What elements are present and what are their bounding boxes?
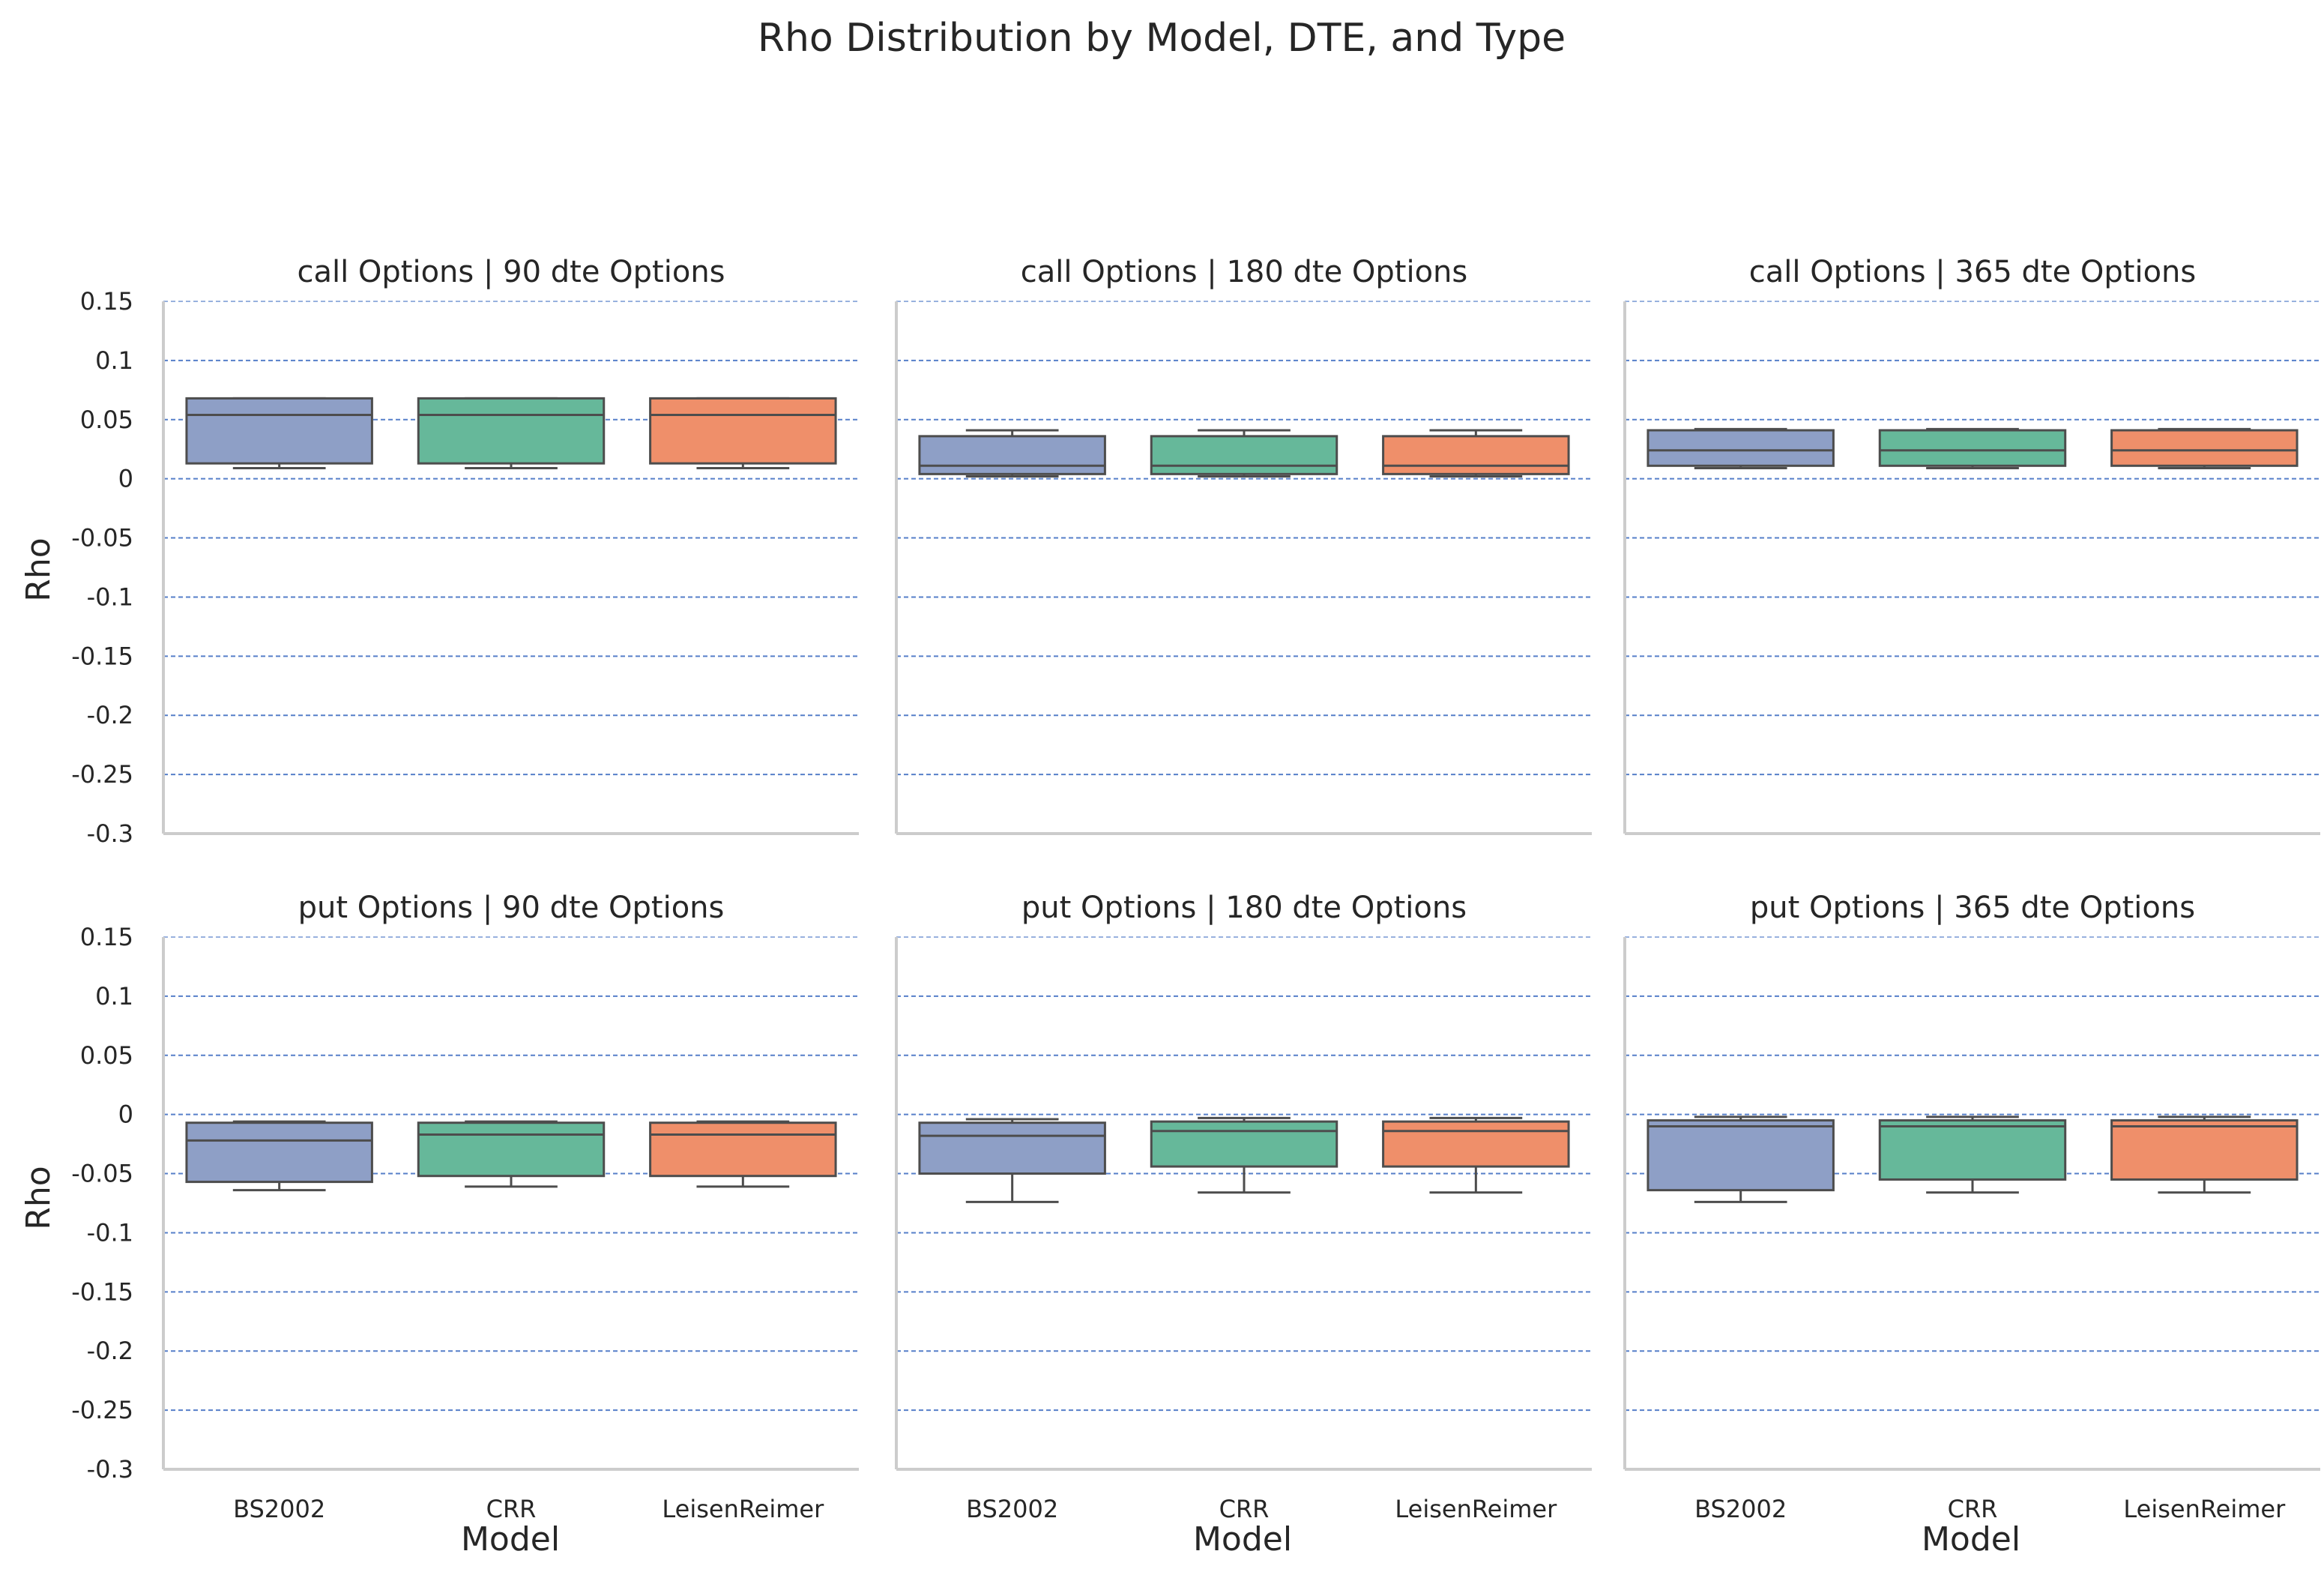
box-iqr (649, 1121, 837, 1178)
panel-title: put Options | 90 dte Options (298, 891, 725, 925)
box-CRR (417, 1120, 606, 1188)
panel-3: call Options | 365 dte Options (1623, 255, 2320, 835)
y-tick-label: 0.1 (95, 346, 133, 375)
box-iqr (918, 1121, 1106, 1175)
box-iqr (2110, 1119, 2299, 1181)
box-iqr (1382, 435, 1570, 475)
y-tick-label: -0.1 (87, 582, 133, 611)
box-CRR (417, 397, 606, 469)
x-axis-label-col1: Model (461, 1520, 560, 1559)
x-tick-label: CRR (1948, 1495, 1998, 1523)
y-tick-label: -0.05 (71, 524, 133, 552)
y-tick-label: -0.15 (71, 1277, 133, 1306)
x-tick-label: LeisenReimer (1395, 1495, 1557, 1523)
panel-title: put Options | 180 dte Options (1021, 891, 1467, 925)
box-iqr (185, 1121, 373, 1184)
panel-4: put Options | 90 dte Options 0.15 0.1 0.05 0… (71, 891, 859, 1523)
box-BS2002 (185, 1120, 373, 1192)
box-iqr (1647, 1119, 1835, 1192)
box-LeisenReimer (1382, 1116, 1570, 1194)
box-iqr (1150, 435, 1338, 475)
box-CRR (1878, 1115, 2067, 1194)
y-tick-label: -0.05 (71, 1160, 133, 1188)
x-tick-label: LeisenReimer (2123, 1495, 2286, 1523)
y-axis-label-bottom: Rho (19, 1166, 58, 1229)
box-BS2002 (918, 1118, 1106, 1203)
box-iqr (1878, 1119, 2067, 1181)
box-iqr (1150, 1120, 1338, 1168)
y-tick-label: 0 (118, 1100, 133, 1129)
box-iqr (1647, 429, 1835, 467)
y-tick-label: -0.3 (87, 1455, 133, 1484)
panel-5: put Options | 180 dte Options BS2002 CRR Le… (895, 891, 1592, 1523)
y-tick-label: -0.2 (87, 701, 133, 729)
panel-title: call Options | 90 dte Options (297, 255, 725, 289)
y-tick-label: -0.3 (87, 819, 133, 848)
box-iqr (185, 397, 373, 465)
box-LeisenReimer (649, 1120, 837, 1188)
panels-group: call Options | 90 dte Options 0.15 0.1 0.05… (71, 255, 2320, 1523)
figure-title: Rho Distribution by Model, DTE, and Type (758, 16, 1566, 61)
box-iqr (417, 1121, 606, 1178)
panel-6: put Options | 365 dte Options BS2002 CRR Le… (1623, 891, 2320, 1523)
box-BS2002 (185, 397, 373, 469)
y-tick-label: -0.2 (87, 1337, 133, 1365)
box-BS2002 (1647, 1115, 1835, 1203)
box-BS2002 (1647, 427, 1835, 469)
y-tick-label: -0.1 (87, 1218, 133, 1247)
y-tick-label: 0.15 (80, 923, 133, 951)
box-LeisenReimer (2110, 427, 2299, 469)
box-LeisenReimer (649, 397, 837, 469)
y-tick-label: 0.15 (80, 287, 133, 316)
panel-title: put Options | 365 dte Options (1750, 891, 2195, 925)
box-CRR (1150, 429, 1338, 478)
x-tick-label: CRR (1219, 1495, 1270, 1523)
box-iqr (2110, 429, 2299, 467)
box-BS2002 (918, 429, 1106, 478)
box-iqr (649, 397, 837, 465)
y-axis-label-top: Rho (19, 537, 58, 601)
box-CRR (1150, 1116, 1338, 1194)
y-tick-label: 0.05 (80, 1041, 133, 1070)
x-axis-label-col2: Model (1193, 1520, 1292, 1559)
box-LeisenReimer (2110, 1115, 2299, 1194)
box-CRR (1878, 427, 2067, 469)
y-tick-label: 0 (118, 465, 133, 493)
x-tick-label: BS2002 (233, 1495, 325, 1523)
x-tick-label: CRR (486, 1495, 537, 1523)
box-iqr (1878, 429, 2067, 467)
box-iqr (918, 435, 1106, 475)
y-tick-label: -0.25 (71, 760, 133, 789)
panel-2: call Options | 180 dte Options (895, 255, 1592, 835)
y-tick-label: 0.05 (80, 406, 133, 434)
y-tick-label: -0.15 (71, 642, 133, 670)
box-iqr (1382, 1120, 1570, 1168)
x-tick-label: LeisenReimer (662, 1495, 824, 1523)
panel-1: call Options | 90 dte Options 0.15 0.1 0.05… (71, 255, 859, 848)
panel-title: call Options | 180 dte Options (1021, 255, 1467, 289)
y-tick-label: 0.1 (95, 982, 133, 1011)
box-LeisenReimer (1382, 429, 1570, 478)
box-iqr (417, 397, 606, 465)
x-tick-label: BS2002 (1694, 1495, 1787, 1523)
x-axis-label-col3: Model (1922, 1520, 2020, 1559)
y-tick-label: -0.25 (71, 1396, 133, 1424)
x-tick-label: BS2002 (966, 1495, 1058, 1523)
panel-title: call Options | 365 dte Options (1749, 255, 2196, 289)
